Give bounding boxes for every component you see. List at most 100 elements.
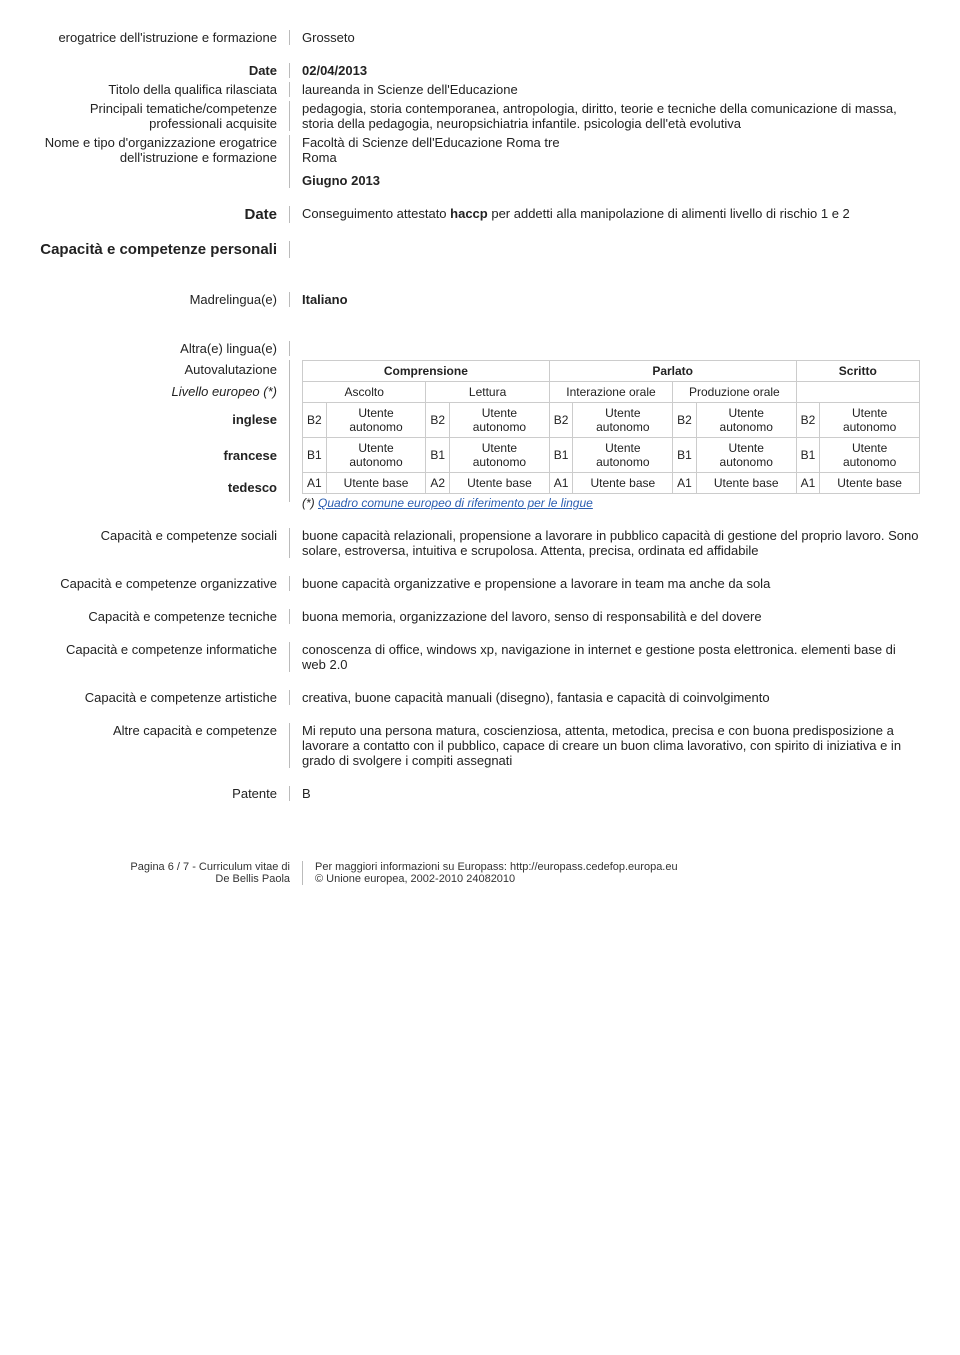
org-line2: Roma bbox=[302, 150, 920, 165]
haccp-bold: haccp bbox=[450, 206, 488, 221]
desc: Utente autonomo bbox=[450, 403, 550, 438]
sub-ascolto: Ascolto bbox=[303, 382, 426, 403]
lvl: B2 bbox=[673, 403, 697, 438]
desc: Utente base bbox=[573, 473, 673, 494]
value: creativa, buone capacità manuali (disegn… bbox=[290, 690, 920, 705]
row-informatiche: Capacità e competenze informatiche conos… bbox=[40, 642, 920, 672]
value: B bbox=[290, 786, 920, 801]
lvl: B2 bbox=[549, 403, 573, 438]
label: Capacità e competenze informatiche bbox=[40, 642, 290, 672]
label: Capacità e competenze artistiche bbox=[40, 690, 290, 705]
lvl: B1 bbox=[426, 438, 450, 473]
cefr-link[interactable]: Quadro comune europeo di riferimento per… bbox=[318, 496, 593, 510]
label-livello: Livello europeo (*) bbox=[40, 384, 277, 406]
h-comprensione: Comprensione bbox=[303, 361, 550, 382]
footer-right-line1: Per maggiori informazioni su Europass: h… bbox=[315, 861, 920, 873]
row-francese: B1Utente autonomo B1Utente autonomo B1Ut… bbox=[303, 438, 920, 473]
row-erogatrice: erogatrice dell'istruzione e formazione … bbox=[40, 30, 920, 45]
sub-prod: Produzione orale bbox=[673, 382, 796, 403]
label: Capacità e competenze personali bbox=[40, 241, 290, 258]
footer-left-line1: Pagina 6 / 7 - Curriculum vitae di bbox=[40, 861, 290, 873]
desc: Utente base bbox=[326, 473, 426, 494]
label: Titolo della qualifica rilasciata bbox=[40, 82, 290, 97]
desc: Utente autonomo bbox=[696, 438, 796, 473]
lang-labels-col: Autovalutazione Livello europeo (*) ingl… bbox=[40, 360, 290, 502]
row-date: Date 02/04/2013 bbox=[40, 63, 920, 78]
desc: Utente base bbox=[696, 473, 796, 494]
h-parlato: Parlato bbox=[549, 361, 796, 382]
value: conoscenza di office, windows xp, naviga… bbox=[290, 642, 920, 672]
row-org: Nome e tipo d'organizzazione erogatrice … bbox=[40, 135, 920, 188]
value: 02/04/2013 bbox=[290, 63, 920, 78]
value: Facoltà di Scienze dell'Educazione Roma … bbox=[290, 135, 920, 188]
label: Date bbox=[40, 63, 290, 78]
label: Date bbox=[40, 206, 290, 223]
row-madrelingua: Madrelingua(e) Italiano bbox=[40, 292, 920, 307]
desc: Utente autonomo bbox=[326, 403, 426, 438]
value: Mi reputo una persona matura, coscienzio… bbox=[290, 723, 920, 768]
desc: Utente autonomo bbox=[573, 403, 673, 438]
label: Nome e tipo d'organizzazione erogatrice … bbox=[40, 135, 290, 188]
desc: Utente autonomo bbox=[326, 438, 426, 473]
desc: Utente autonomo bbox=[450, 438, 550, 473]
desc: Utente base bbox=[820, 473, 920, 494]
desc: Utente autonomo bbox=[696, 403, 796, 438]
lvl: A1 bbox=[303, 473, 327, 494]
row-tedesco: A1Utente base A2Utente base A1Utente bas… bbox=[303, 473, 920, 494]
lang-table-container: Comprensione Parlato Scritto Ascolto Let… bbox=[290, 360, 920, 510]
lvl: B1 bbox=[303, 438, 327, 473]
sub-lettura: Lettura bbox=[426, 382, 549, 403]
row-date-haccp: Date Conseguimento attestato haccp per a… bbox=[40, 206, 920, 223]
desc: Utente autonomo bbox=[820, 403, 920, 438]
label-francese: francese bbox=[40, 442, 277, 478]
row-sociali: Capacità e competenze sociali buone capa… bbox=[40, 528, 920, 558]
desc: Utente autonomo bbox=[573, 438, 673, 473]
value: Italiano bbox=[290, 292, 920, 307]
sub-inter: Interazione orale bbox=[549, 382, 672, 403]
value: laureanda in Scienze dell'Educazione bbox=[290, 82, 920, 97]
haccp-post: per addetti alla manipolazione di alimen… bbox=[488, 206, 850, 221]
value bbox=[290, 241, 920, 258]
value: Grosseto bbox=[290, 30, 920, 45]
row-titolo: Titolo della qualifica rilasciata laurea… bbox=[40, 82, 920, 97]
row-artistiche: Capacità e competenze artistiche creativ… bbox=[40, 690, 920, 705]
row-tecniche: Capacità e competenze tecniche buona mem… bbox=[40, 609, 920, 624]
lvl: B1 bbox=[673, 438, 697, 473]
label-autovalutazione: Autovalutazione bbox=[40, 362, 277, 384]
footer-right: Per maggiori informazioni su Europass: h… bbox=[303, 861, 920, 885]
haccp-pre: Conseguimento attestato bbox=[302, 206, 450, 221]
lvl: B2 bbox=[796, 403, 820, 438]
row-lang-table: Autovalutazione Livello europeo (*) ingl… bbox=[40, 360, 920, 510]
row-patente: Patente B bbox=[40, 786, 920, 801]
h-scritto: Scritto bbox=[796, 361, 919, 382]
row-inglese: B2Utente autonomo B2Utente autonomo B2Ut… bbox=[303, 403, 920, 438]
row-altre: Altre capacità e competenze Mi reputo un… bbox=[40, 723, 920, 768]
lvl: B2 bbox=[426, 403, 450, 438]
lvl: A1 bbox=[673, 473, 697, 494]
label: Madrelingua(e) bbox=[40, 292, 290, 307]
lvl: B1 bbox=[796, 438, 820, 473]
label: erogatrice dell'istruzione e formazione bbox=[40, 30, 290, 45]
language-table: Comprensione Parlato Scritto Ascolto Let… bbox=[302, 360, 920, 494]
label: Capacità e competenze sociali bbox=[40, 528, 290, 558]
row-altre-lingue: Altra(e) lingua(e) bbox=[40, 341, 920, 356]
lvl: B1 bbox=[549, 438, 573, 473]
value: Conseguimento attestato haccp per addett… bbox=[290, 206, 920, 223]
desc: Utente autonomo bbox=[820, 438, 920, 473]
footer-left: Pagina 6 / 7 - Curriculum vitae di De Be… bbox=[40, 861, 303, 885]
value: buone capacità organizzative e propensio… bbox=[290, 576, 920, 591]
label: Principali tematiche/competenze professi… bbox=[40, 101, 290, 131]
org-line3: Giugno 2013 bbox=[302, 173, 920, 188]
lvl: B2 bbox=[303, 403, 327, 438]
label: Capacità e competenze tecniche bbox=[40, 609, 290, 624]
value bbox=[290, 341, 920, 356]
value: buona memoria, organizzazione del lavoro… bbox=[290, 609, 920, 624]
cefr-note: (*) Quadro comune europeo di riferimento… bbox=[302, 494, 920, 510]
row-tematiche: Principali tematiche/competenze professi… bbox=[40, 101, 920, 131]
cefr-pre: (*) bbox=[302, 496, 318, 510]
lvl: A2 bbox=[426, 473, 450, 494]
footer-left-line2: De Bellis Paola bbox=[40, 873, 290, 885]
sub-blank bbox=[796, 382, 919, 403]
footer: Pagina 6 / 7 - Curriculum vitae di De Be… bbox=[40, 861, 920, 885]
label: Patente bbox=[40, 786, 290, 801]
